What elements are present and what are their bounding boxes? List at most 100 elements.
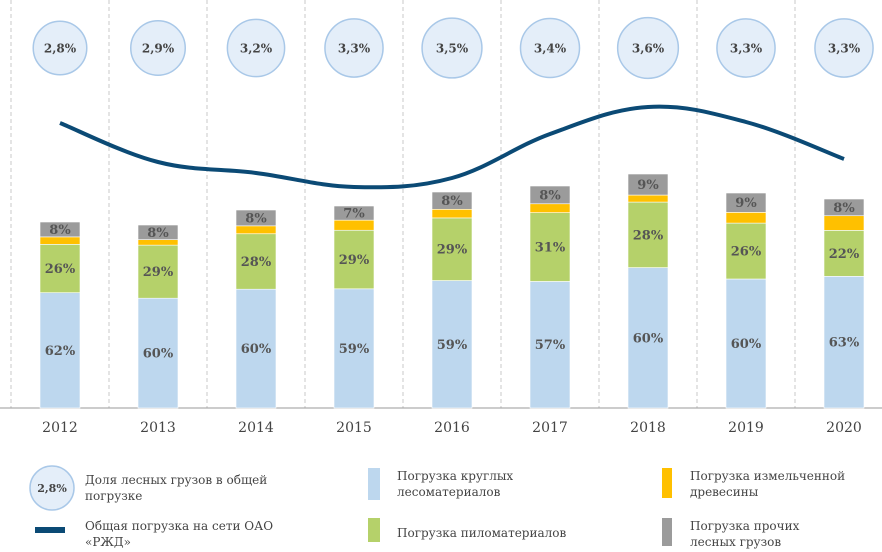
bar-segment (529, 185, 571, 205)
bar-segment (431, 280, 473, 409)
share-bubble (814, 18, 874, 78)
x-tick-label: 2017 (532, 420, 568, 436)
bar-segment (529, 212, 571, 282)
bar-segment (627, 173, 669, 196)
value-label: 8% (441, 194, 463, 209)
legend-series-swatch (368, 468, 380, 500)
value-label: 29% (339, 253, 370, 268)
share-bubble (324, 18, 384, 78)
bar-segment (235, 233, 277, 290)
x-tick-label: 2015 (336, 420, 372, 436)
x-tick-label: 2012 (42, 420, 78, 436)
legend-series-label: Погрузка измельченной древесины (690, 469, 846, 499)
x-tick-label: 2013 (140, 420, 176, 436)
bar-segment (333, 288, 375, 409)
bar-segment (431, 217, 473, 281)
legend-line-label: Общая погрузка на сети ОАО «РЖД» (85, 519, 274, 549)
value-label: 26% (45, 262, 76, 277)
value-label: 26% (731, 245, 762, 260)
value-label: 60% (731, 337, 762, 352)
share-bubble (716, 18, 776, 78)
value-label: 31% (535, 241, 566, 256)
value-label: 60% (143, 347, 174, 362)
value-label: 8% (833, 201, 855, 216)
share-label: 3,4% (534, 42, 567, 56)
bar-segment (823, 276, 865, 409)
bar-segment (823, 230, 865, 277)
value-label: 60% (633, 331, 664, 346)
value-label: 9% (735, 196, 757, 211)
value-label: 29% (143, 265, 174, 280)
value-label: 29% (437, 243, 468, 258)
share-label: 3,3% (730, 42, 763, 56)
bar-segment (725, 212, 767, 224)
line (59, 104, 845, 190)
bar-segment (333, 219, 375, 231)
value-label: 22% (829, 247, 860, 262)
x-tick-label: 2019 (728, 420, 764, 436)
value-label: 60% (241, 342, 272, 357)
legend-share-sample: 2,8% (37, 482, 67, 495)
value-label: 9% (637, 178, 659, 193)
x-tick-label: 2020 (826, 420, 862, 436)
share-bubble (616, 16, 680, 80)
value-label: 8% (245, 211, 267, 226)
legend-series-swatch (662, 468, 672, 498)
legend-share-swatch (29, 465, 75, 511)
share-bubble (421, 17, 483, 79)
legend-series-label: Погрузка прочих лесных грузов (690, 519, 800, 549)
legend-series-swatch (368, 518, 380, 542)
bar-segment (529, 281, 571, 409)
legend-series-swatch (662, 518, 672, 546)
bar-segment (39, 236, 81, 245)
share-label: 2,9% (142, 42, 175, 56)
bar-segment (137, 224, 179, 240)
x-tick-label: 2016 (434, 420, 470, 436)
bar-segment (235, 288, 277, 409)
bar-segment (529, 203, 571, 213)
bar-segment (39, 221, 81, 238)
bar-segment (137, 297, 179, 409)
share-bubble (519, 17, 581, 79)
x-tick-label: 2014 (238, 420, 274, 436)
bar-segment (823, 198, 865, 217)
share-bubble (226, 18, 286, 78)
value-label: 62% (45, 344, 76, 359)
share-label: 3,5% (436, 42, 469, 56)
value-label: 59% (339, 342, 370, 357)
legend-series-label: Погрузка круглых лесоматериалов (397, 469, 514, 499)
bar-segment (235, 209, 277, 227)
bar-segment (333, 229, 375, 290)
bar-segment (137, 244, 179, 299)
value-label: 8% (539, 188, 561, 203)
legend-share-label: Доля лесных грузов в общей погрузке (85, 473, 268, 503)
value-label: 57% (535, 338, 566, 353)
share-label: 3,3% (338, 42, 371, 56)
bar-segment (39, 244, 81, 293)
value-label: 8% (49, 223, 71, 238)
bar-segment (627, 194, 669, 203)
value-label: 63% (829, 336, 860, 351)
bar-segment (725, 278, 767, 409)
bar-segment (431, 208, 473, 219)
share-label: 2,8% (44, 42, 77, 56)
bar-segment (431, 191, 473, 210)
bar-segment (333, 205, 375, 221)
x-tick-label: 2018 (630, 420, 666, 436)
bar-segment (235, 225, 277, 235)
value-label: 8% (147, 226, 169, 241)
share-bubble (32, 20, 88, 76)
share-label: 3,3% (828, 42, 861, 56)
value-label: 7% (343, 207, 365, 222)
share-label: 3,2% (240, 42, 273, 56)
share-label: 3,6% (632, 42, 665, 56)
bar-segment (823, 215, 865, 231)
legend-series-label: Погрузка пиломатериалов (397, 526, 567, 540)
legend-line-swatch (35, 527, 65, 533)
value-label: 28% (241, 255, 272, 270)
bar-segment (725, 192, 767, 213)
share-bubble (130, 20, 186, 76)
value-label: 59% (437, 338, 468, 353)
